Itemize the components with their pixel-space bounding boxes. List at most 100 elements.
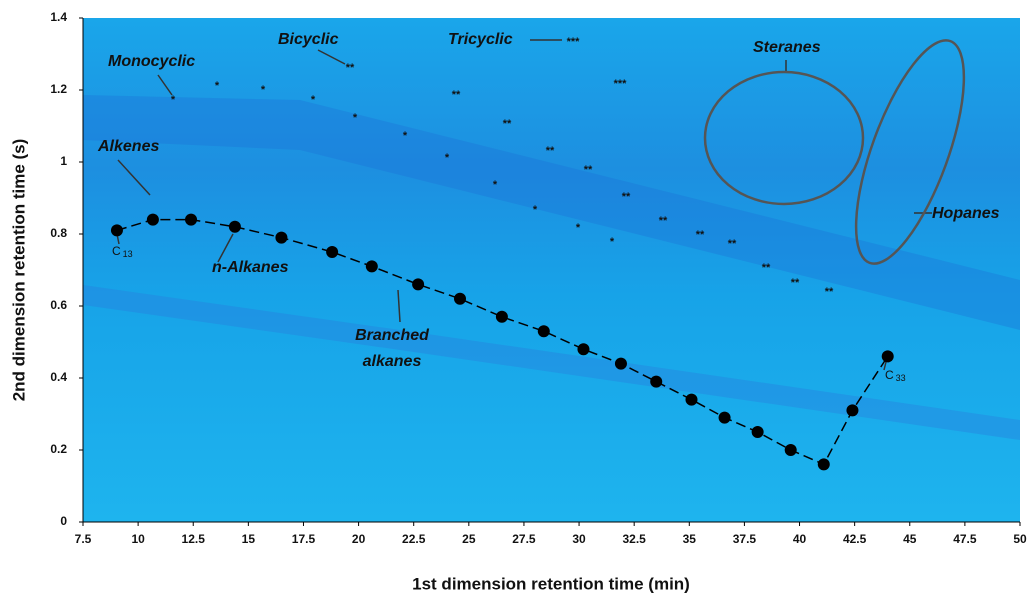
x-tick-label: 30 <box>572 532 586 546</box>
peak-marker: * <box>215 80 220 92</box>
y-tick-label: 0.6 <box>50 298 67 312</box>
carbon-letter: C <box>885 368 894 382</box>
peak-marker: * <box>353 112 358 124</box>
carbon-number: 33 <box>896 373 906 383</box>
x-tick-label: 35 <box>683 532 697 546</box>
peak-marker: ** <box>452 89 461 101</box>
peak-marker: * <box>576 222 581 234</box>
point <box>326 246 339 258</box>
peak-marker: ** <box>584 164 593 176</box>
point <box>275 231 288 244</box>
y-tick-label: 0.4 <box>50 370 67 384</box>
x-tick-label: 50 <box>1013 532 1027 546</box>
y-tick-label: 0 <box>60 514 67 528</box>
x-tick-label: 17.5 <box>292 532 316 546</box>
point <box>146 213 159 226</box>
peak-marker: * <box>403 130 408 142</box>
peak-marker: *** <box>567 36 581 48</box>
annotation: Bicyclic <box>278 31 339 48</box>
x-tick-label: 32.5 <box>622 532 646 546</box>
peak-marker: ** <box>503 118 512 130</box>
x-tick-label: 20 <box>352 532 366 546</box>
point <box>495 310 508 323</box>
point <box>110 224 123 237</box>
peak-marker: ** <box>546 145 555 157</box>
callout-line <box>397 289 401 323</box>
callout-line <box>217 233 234 263</box>
point <box>537 325 550 338</box>
callout-line <box>157 74 173 96</box>
peak-marker: ** <box>696 229 705 241</box>
point <box>185 213 198 226</box>
plot-background <box>83 18 1020 522</box>
point <box>817 458 830 471</box>
x-tick-label: 10 <box>131 532 145 546</box>
peak-marker: ** <box>791 277 800 289</box>
point <box>685 393 698 406</box>
y-tick-label: 1.4 <box>50 10 67 24</box>
point <box>577 343 590 356</box>
x-tick-label: 27.5 <box>512 532 536 546</box>
x-tick-label: 12.5 <box>182 532 206 546</box>
point <box>412 278 425 291</box>
peak-marker: ** <box>825 286 834 298</box>
peak-marker: * <box>610 236 615 248</box>
hopanes-region <box>854 39 966 265</box>
background-band <box>83 95 1020 330</box>
x-tick-label: 7.5 <box>75 532 92 546</box>
carbon-label: C 33 <box>885 368 906 383</box>
carbon-letter: C <box>112 244 121 258</box>
x-axis-label: 1st dimension retention time (min) <box>412 574 690 593</box>
y-axis-label: 2nd dimension retention time (s) <box>9 139 28 402</box>
annotation: Branched <box>355 327 430 344</box>
x-tick-label: 42.5 <box>843 532 867 546</box>
annotation: Alkenes <box>97 138 159 155</box>
y-tick-label: 1.2 <box>50 82 67 96</box>
point <box>454 292 467 305</box>
point <box>650 375 663 388</box>
point <box>751 426 764 438</box>
point <box>614 357 627 370</box>
annotation: n-Alkanes <box>212 259 289 276</box>
point <box>881 350 894 363</box>
peak-marker: * <box>445 152 450 164</box>
x-tick-label: 47.5 <box>953 532 977 546</box>
annotation: alkanes <box>363 353 422 370</box>
callout-line <box>317 49 346 65</box>
x-tick-label: 40 <box>793 532 807 546</box>
peak-marker: ** <box>659 215 668 227</box>
peak-marker: ** <box>728 238 737 250</box>
annotation: Monocyclic <box>108 53 195 70</box>
point <box>228 220 241 233</box>
point <box>718 411 731 424</box>
y-tick-label: 0.8 <box>50 226 67 240</box>
point <box>784 444 797 456</box>
point <box>846 404 859 417</box>
y-tick-label: 1 <box>60 154 67 168</box>
peak-marker: ** <box>346 62 355 74</box>
x-tick-label: 45 <box>903 532 917 546</box>
carbon-number: 13 <box>123 249 133 259</box>
steranes-region <box>703 70 865 206</box>
annotation: Hopanes <box>932 205 1000 222</box>
x-tick-label: 37.5 <box>733 532 757 546</box>
peak-marker: * <box>171 94 176 106</box>
peak-marker: * <box>493 179 498 191</box>
y-tick-label: 0.2 <box>50 442 67 456</box>
peak-marker: *** <box>614 78 628 90</box>
callout-line <box>117 159 151 196</box>
carbon-label: C 13 <box>112 244 133 259</box>
peak-marker: ** <box>762 262 771 274</box>
annotation: Tricyclic <box>448 31 513 48</box>
x-tick-label: 15 <box>242 532 256 546</box>
background-band <box>83 285 1020 440</box>
series-line <box>116 218 889 466</box>
peak-marker: * <box>533 204 538 216</box>
x-tick-label: 22.5 <box>402 532 426 546</box>
peak-marker: * <box>261 84 266 96</box>
point <box>365 260 378 273</box>
annotation: Steranes <box>753 39 821 56</box>
peak-marker: * <box>311 94 316 106</box>
peak-marker: ** <box>622 191 631 203</box>
